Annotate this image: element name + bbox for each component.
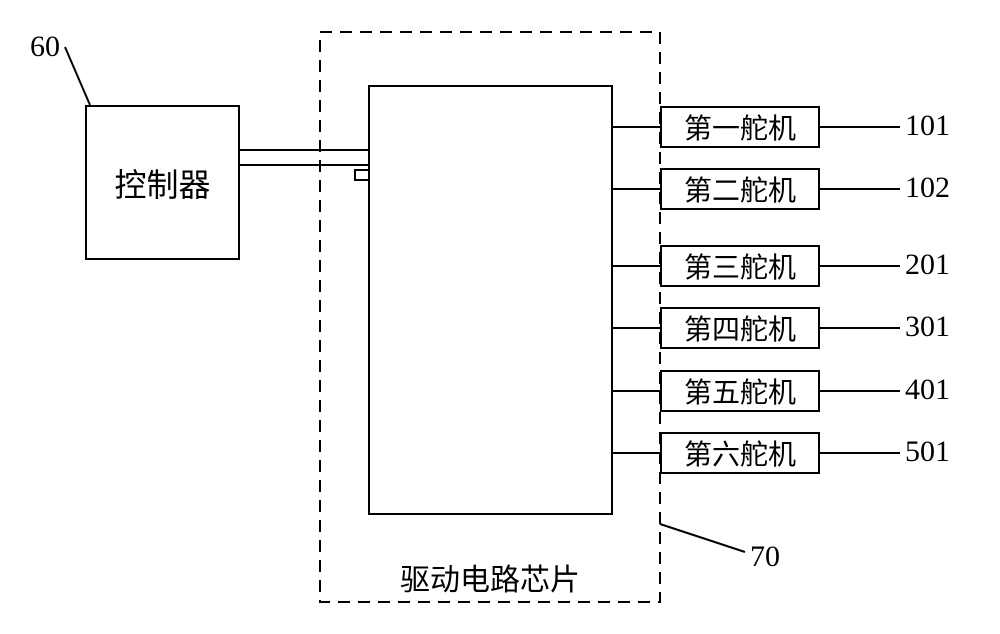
controller-to-chip-connections [240, 150, 369, 180]
servo6-block: 第六舵机 [660, 432, 820, 474]
chip-to-servo-connections [613, 127, 660, 453]
servo2-ref-label: 102 [905, 171, 950, 205]
servo-ref-leaders [820, 127, 900, 453]
controller-block: 控制器 [85, 105, 240, 260]
driver-chip-ref-leader [660, 524, 745, 552]
servo3-ref-label: 201 [905, 248, 950, 282]
servo5-block: 第五舵机 [660, 370, 820, 412]
servo6-ref-label: 501 [905, 435, 950, 469]
servo4-ref-label: 301 [905, 310, 950, 344]
driver-chip-ref-label: 70 [750, 540, 780, 574]
servo4-block: 第四舵机 [660, 307, 820, 349]
controller-label: 控制器 [114, 160, 210, 206]
servo3-block: 第三舵机 [660, 245, 820, 287]
driver-chip-label: 驱动电路芯片 [400, 555, 580, 599]
controller-ref-label: 60 [30, 30, 60, 64]
servo1-ref-label: 101 [905, 109, 950, 143]
driver-chip-block [368, 85, 613, 515]
controller-ref-leader [65, 47, 90, 105]
servo2-block: 第二舵机 [660, 168, 820, 210]
servo1-block: 第一舵机 [660, 106, 820, 148]
block-diagram: 控制器 60 驱动电路芯片 70 第一舵机 101 第二舵机 102 第三舵机 201 第四… [0, 0, 1000, 634]
servo5-ref-label: 401 [905, 373, 950, 407]
